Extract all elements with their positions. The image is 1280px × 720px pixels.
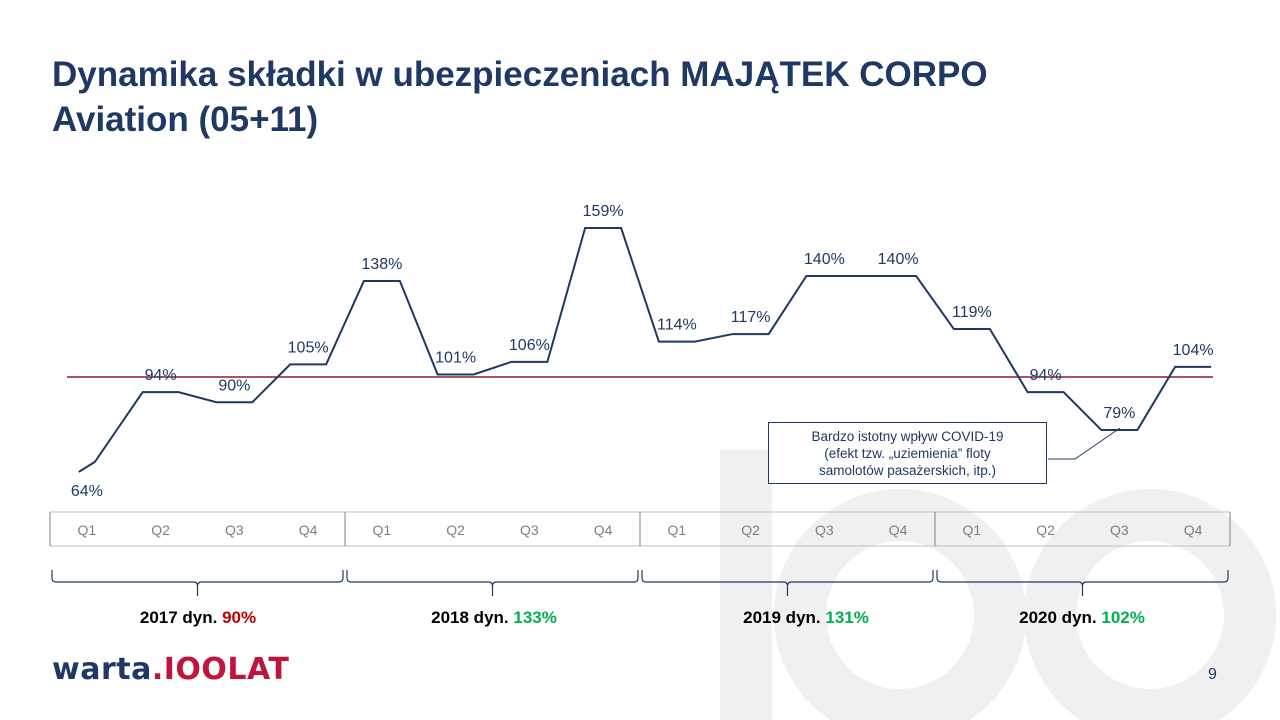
data-label: 159%	[583, 203, 624, 220]
data-label: 117%	[731, 309, 771, 326]
watermark-100	[720, 450, 1276, 720]
data-label: 79%	[1103, 405, 1135, 422]
year-brace	[51, 570, 344, 596]
year-summary-value: 102%	[1101, 608, 1145, 627]
year-summary-label: 2017 dyn.	[139, 608, 218, 627]
year-summary-label: 2019 dyn.	[743, 608, 821, 627]
year-summary-label: 2018 dyn.	[431, 608, 509, 627]
data-label: 140%	[804, 251, 845, 268]
x-tick-label: Q2	[446, 522, 465, 538]
annotation-line-2: (efekt tzw. „uziemienia” floty	[824, 446, 991, 461]
title-line-2: Aviation (05+11)	[52, 100, 319, 139]
year-summary-value: 131%	[825, 608, 869, 627]
series-line	[78, 227, 1212, 473]
x-tick-label: Q4	[1184, 522, 1203, 538]
year-brace	[641, 570, 934, 596]
x-tick-label: Q4	[889, 522, 908, 538]
x-tick-label: Q3	[225, 522, 244, 538]
annotation-line-3: samolotów pasażerskich, itp.)	[818, 463, 997, 478]
year-brace	[936, 570, 1229, 596]
x-tick-label: Q1	[963, 522, 982, 538]
x-tick-label: Q2	[1036, 522, 1055, 538]
x-tick-label: Q1	[78, 522, 97, 538]
year-summary-2020: 2020 dyn. 102%	[1019, 608, 1145, 628]
x-tick-label: Q1	[373, 522, 392, 538]
data-label: 106%	[509, 337, 550, 354]
data-label: 90%	[218, 377, 250, 394]
annotation-line-1: Bardzo istotny wpływ COVID-19	[811, 429, 1004, 444]
data-label: 64%	[71, 483, 103, 500]
x-tick-label: Q3	[815, 522, 834, 538]
year-summary-value: 90%	[222, 608, 257, 627]
x-tick-label: Q1	[668, 522, 687, 538]
data-label: 105%	[288, 339, 329, 356]
data-label: 140%	[878, 251, 919, 268]
x-tick-label: Q4	[299, 522, 318, 538]
warta-logo: warta.IOOLAT	[52, 652, 290, 687]
data-label: 104%	[1173, 342, 1214, 359]
year-brace	[346, 570, 639, 596]
covid-annotation: Bardzo istotny wpływ COVID-19 (efekt tzw…	[768, 422, 1047, 484]
data-label: 114%	[657, 317, 697, 334]
title-line-1: Dynamika składki w ubezpieczeniach MAJĄT…	[52, 55, 988, 94]
x-tick-label: Q4	[594, 522, 613, 538]
year-summary-2018: 2018 dyn. 133%	[431, 608, 557, 628]
year-summary-value: 133%	[513, 608, 557, 627]
data-label: 119%	[952, 304, 992, 321]
page-title: Dynamika składki w ubezpieczeniach MAJĄT…	[52, 52, 1152, 142]
x-tick-label: Q2	[741, 522, 760, 538]
year-summary-2017: 2017 dyn. 90%	[140, 608, 256, 628]
annotation-connector	[1048, 427, 1121, 460]
year-summary-label: 2020 dyn.	[1019, 608, 1097, 627]
page-number: 9	[1208, 666, 1217, 683]
x-tick-label: Q3	[520, 522, 539, 538]
x-tick-label: Q2	[151, 522, 170, 538]
year-summary-2019: 2019 dyn. 131%	[743, 608, 869, 628]
data-label: 101%	[435, 349, 476, 366]
data-label: 94%	[145, 367, 177, 384]
data-label: 138%	[361, 256, 402, 273]
x-tick-label: Q3	[1110, 522, 1129, 538]
data-label: 94%	[1030, 367, 1062, 384]
